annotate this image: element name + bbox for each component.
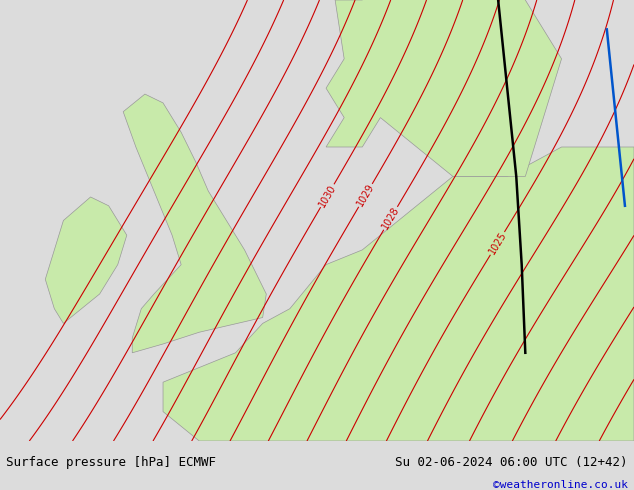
Text: 1029: 1029 — [355, 182, 376, 209]
Text: 1028: 1028 — [380, 205, 401, 231]
Text: Su 02-06-2024 06:00 UTC (12+42): Su 02-06-2024 06:00 UTC (12+42) — [395, 456, 628, 469]
Text: 1030: 1030 — [317, 183, 338, 209]
Text: Surface pressure [hPa] ECMWF: Surface pressure [hPa] ECMWF — [6, 456, 216, 469]
Text: 1025: 1025 — [487, 230, 508, 257]
Text: ©weatheronline.co.uk: ©weatheronline.co.uk — [493, 480, 628, 490]
Polygon shape — [326, 0, 562, 176]
Polygon shape — [163, 147, 634, 441]
Polygon shape — [45, 197, 127, 323]
Polygon shape — [123, 94, 266, 353]
